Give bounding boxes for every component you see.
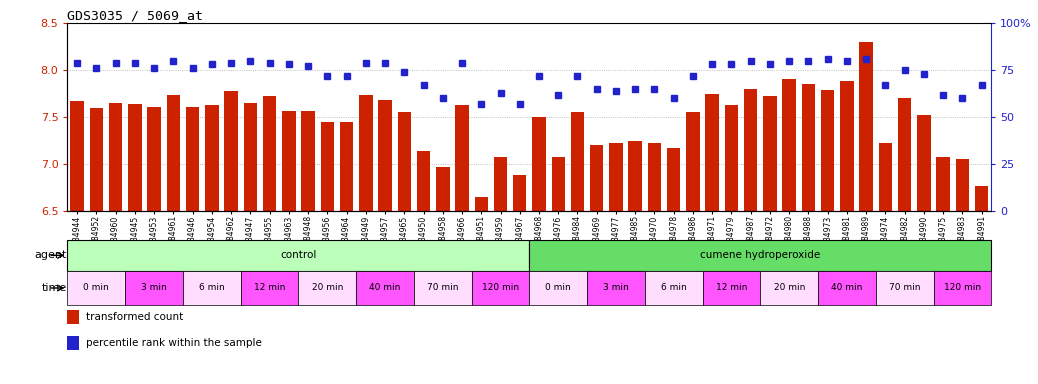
Bar: [529, 271, 588, 305]
Bar: [471, 271, 529, 305]
Bar: [760, 271, 818, 305]
Bar: [763, 96, 776, 211]
Text: percentile rank within the sample: percentile rank within the sample: [86, 338, 262, 348]
Bar: [147, 107, 161, 211]
Bar: [744, 89, 758, 211]
Bar: [725, 105, 738, 211]
Bar: [301, 111, 315, 211]
Bar: [109, 103, 122, 211]
Text: 120 min: 120 min: [944, 283, 981, 293]
Bar: [321, 122, 334, 211]
Text: 6 min: 6 min: [661, 283, 686, 293]
Bar: [67, 240, 529, 271]
Text: agent: agent: [34, 250, 66, 260]
Text: 20 min: 20 min: [311, 283, 343, 293]
Bar: [876, 271, 933, 305]
Text: 12 min: 12 min: [716, 283, 747, 293]
Text: 70 min: 70 min: [427, 283, 459, 293]
Bar: [956, 159, 969, 211]
Bar: [339, 122, 353, 211]
Bar: [474, 197, 488, 211]
Bar: [378, 100, 391, 211]
Bar: [359, 96, 373, 211]
Text: 40 min: 40 min: [370, 283, 401, 293]
Bar: [67, 310, 79, 324]
Bar: [282, 111, 296, 211]
Bar: [494, 157, 508, 211]
Text: 70 min: 70 min: [889, 283, 921, 293]
Bar: [628, 141, 641, 211]
Bar: [128, 104, 141, 211]
Text: 120 min: 120 min: [482, 283, 519, 293]
Text: 3 min: 3 min: [603, 283, 629, 293]
Bar: [936, 157, 950, 211]
Bar: [417, 151, 431, 211]
Text: 20 min: 20 min: [773, 283, 804, 293]
Text: 3 min: 3 min: [141, 283, 167, 293]
Bar: [299, 271, 356, 305]
Bar: [975, 186, 988, 211]
Text: control: control: [280, 250, 317, 260]
Bar: [186, 107, 199, 211]
Text: transformed count: transformed count: [86, 312, 184, 322]
Text: 0 min: 0 min: [545, 283, 571, 293]
Bar: [356, 271, 414, 305]
Bar: [241, 271, 299, 305]
Text: time: time: [42, 283, 66, 293]
Text: GDS3035 / 5069_at: GDS3035 / 5069_at: [67, 9, 203, 22]
Bar: [818, 271, 876, 305]
Bar: [71, 101, 84, 211]
Bar: [801, 84, 815, 211]
Bar: [933, 271, 991, 305]
Bar: [126, 271, 183, 305]
Bar: [166, 96, 180, 211]
Bar: [898, 98, 911, 211]
Bar: [609, 144, 623, 211]
Bar: [667, 148, 681, 211]
Bar: [436, 167, 449, 211]
Bar: [648, 144, 661, 211]
Bar: [588, 271, 645, 305]
Bar: [183, 271, 241, 305]
Bar: [686, 113, 700, 211]
Bar: [89, 108, 103, 211]
Text: cumene hydroperoxide: cumene hydroperoxide: [701, 250, 820, 260]
Bar: [551, 157, 565, 211]
Text: 40 min: 40 min: [831, 283, 863, 293]
Bar: [263, 96, 276, 211]
Bar: [206, 105, 219, 211]
Bar: [645, 271, 703, 305]
Bar: [918, 115, 931, 211]
Bar: [67, 271, 126, 305]
Bar: [244, 103, 257, 211]
Bar: [456, 105, 469, 211]
Bar: [879, 142, 893, 211]
Bar: [529, 240, 991, 271]
Text: 12 min: 12 min: [254, 283, 285, 293]
Bar: [67, 336, 79, 350]
Bar: [783, 79, 796, 211]
Bar: [859, 42, 873, 211]
Bar: [398, 113, 411, 211]
Bar: [414, 271, 471, 305]
Bar: [532, 117, 546, 211]
Bar: [840, 81, 853, 211]
Bar: [224, 91, 238, 211]
Bar: [571, 113, 584, 211]
Bar: [706, 94, 719, 211]
Bar: [513, 175, 526, 211]
Bar: [821, 90, 835, 211]
Bar: [590, 146, 603, 211]
Bar: [703, 271, 760, 305]
Text: 0 min: 0 min: [83, 283, 109, 293]
Text: 6 min: 6 min: [199, 283, 224, 293]
